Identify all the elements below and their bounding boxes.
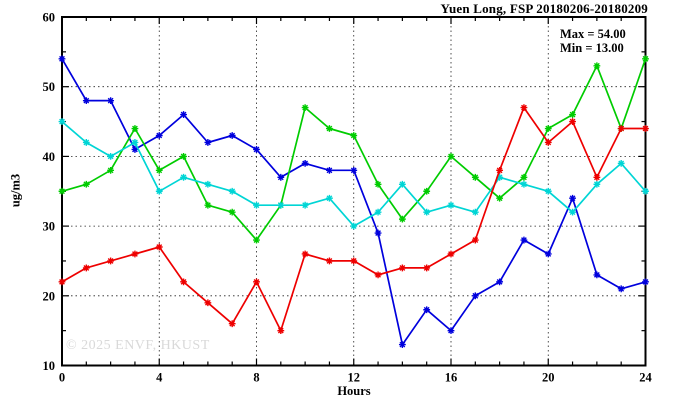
y-tick-label: 60 bbox=[43, 11, 56, 25]
x-tick-label: 8 bbox=[253, 371, 259, 385]
y-axis-label: ug/m3 bbox=[8, 173, 23, 208]
stat-min: Min = 13.00 bbox=[560, 41, 624, 55]
chart-title: Yuen Long, FSP 20180206-20180209 bbox=[440, 1, 648, 16]
x-tick-label: 24 bbox=[639, 371, 652, 385]
series-markers-red bbox=[58, 104, 649, 335]
x-tick-label: 12 bbox=[348, 371, 361, 385]
series-markers-blue bbox=[58, 55, 649, 348]
series-markers-green bbox=[58, 55, 649, 244]
plot-border bbox=[61, 16, 647, 367]
y-tick-label: 20 bbox=[43, 289, 56, 303]
y-tick-label: 30 bbox=[43, 220, 56, 234]
x-tick-label: 0 bbox=[59, 371, 65, 385]
y-tick-label: 50 bbox=[43, 80, 56, 94]
x-tick-label: 16 bbox=[445, 371, 458, 385]
x-axis-label: Hours bbox=[337, 384, 371, 398]
y-tick-label: 40 bbox=[43, 150, 56, 164]
x-tick-label: 4 bbox=[156, 371, 163, 385]
y-tick-label: 10 bbox=[43, 359, 56, 373]
series-markers-cyan bbox=[58, 118, 649, 230]
x-tick-label: 20 bbox=[542, 371, 555, 385]
stat-max: Max = 54.00 bbox=[560, 27, 626, 41]
watermark: © 2025 ENVF, HKUST bbox=[66, 338, 210, 353]
